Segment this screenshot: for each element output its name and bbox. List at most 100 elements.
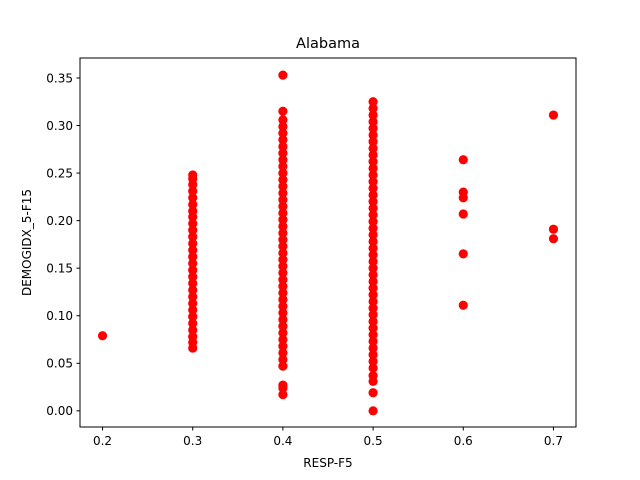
data-point <box>458 249 468 259</box>
y-axis-label: DEMOGIDX_5-F15 <box>20 189 34 296</box>
data-point <box>278 228 288 238</box>
data-point <box>548 234 559 244</box>
y-tick-label: 0.30 <box>46 119 73 133</box>
data-point <box>368 243 378 253</box>
data-point <box>188 265 198 275</box>
data-point <box>368 270 378 280</box>
x-tick-label: 0.7 <box>544 434 563 448</box>
data-point <box>278 201 288 211</box>
data-point <box>278 115 288 125</box>
data-point <box>368 190 378 200</box>
data-point <box>368 263 378 273</box>
data-point <box>278 241 288 251</box>
y-tick-label: 0.00 <box>46 404 73 418</box>
data-point <box>188 325 198 335</box>
data-point <box>188 170 198 180</box>
data-point <box>278 274 288 285</box>
data-point <box>368 356 378 366</box>
y-tick-label: 0.15 <box>46 261 73 275</box>
data-point <box>188 292 198 302</box>
data-point <box>188 318 198 328</box>
x-tick-label: 0.6 <box>454 434 473 448</box>
data-point <box>278 221 288 231</box>
data-point <box>368 130 378 140</box>
data-point <box>368 283 378 293</box>
data-point <box>278 308 288 318</box>
data-point <box>278 281 288 291</box>
data-point <box>368 103 378 113</box>
data-point <box>188 206 198 216</box>
x-axis-ticks: 0.2 0.3 0.4 0.5 0.6 0.7 <box>93 427 563 448</box>
x-axis-label: RESP-F5 <box>303 456 352 470</box>
data-point <box>368 330 378 340</box>
data-point <box>368 236 378 247</box>
x-tick-label: 0.5 <box>364 434 383 448</box>
data-point <box>278 195 288 205</box>
data-point <box>188 238 198 249</box>
data-point <box>368 203 378 213</box>
data-point <box>188 252 198 262</box>
x-tick-label: 0.4 <box>273 434 292 448</box>
data-point <box>278 321 288 331</box>
data-point <box>368 290 378 300</box>
data-point <box>368 303 378 313</box>
data-point <box>368 316 378 327</box>
data-point <box>188 332 198 342</box>
data-point <box>188 305 198 315</box>
data-point <box>278 341 288 351</box>
data-point <box>278 361 288 371</box>
plot-frame <box>79 57 577 428</box>
data-point <box>458 155 468 165</box>
data-point <box>278 161 288 172</box>
data-point <box>548 224 559 234</box>
data-point <box>188 258 198 269</box>
chart-title: Alabama <box>296 36 360 52</box>
data-point <box>278 294 288 305</box>
y-axis-ticks: 0.00 0.05 0.10 0.15 0.20 0.25 0.30 0.35 <box>46 71 80 418</box>
data-point <box>368 406 378 416</box>
data-point <box>278 208 288 218</box>
data-point <box>188 186 198 196</box>
data-point <box>548 110 559 120</box>
y-tick-label: 0.35 <box>46 71 73 85</box>
data-point <box>278 255 288 265</box>
data-point <box>278 175 288 185</box>
data-point <box>188 285 198 295</box>
data-point <box>278 390 288 400</box>
y-tick-label: 0.20 <box>46 214 73 228</box>
data-points <box>97 70 559 416</box>
data-point <box>368 250 378 260</box>
data-point <box>368 276 378 287</box>
data-point <box>368 197 378 207</box>
data-point <box>368 137 378 147</box>
data-point <box>368 123 378 133</box>
data-point <box>368 371 378 381</box>
data-point <box>278 155 288 165</box>
data-point <box>278 188 288 198</box>
data-point <box>368 210 378 220</box>
data-point <box>278 181 288 191</box>
data-point <box>368 170 378 180</box>
data-point <box>278 141 288 152</box>
data-point <box>368 117 378 127</box>
data-point <box>368 230 378 240</box>
data-point <box>188 232 198 242</box>
data-point <box>368 323 378 333</box>
data-point <box>278 261 288 271</box>
data-point <box>278 314 288 325</box>
data-point <box>368 150 378 160</box>
data-point <box>188 218 198 229</box>
data-point <box>368 296 378 307</box>
data-point <box>278 334 288 345</box>
data-point <box>278 70 288 80</box>
data-point <box>278 328 288 338</box>
data-point <box>368 310 378 320</box>
data-point <box>97 331 108 341</box>
data-point <box>278 121 288 132</box>
data-point <box>368 350 378 360</box>
data-point <box>278 268 288 278</box>
data-point <box>458 193 468 203</box>
data-point <box>368 97 378 107</box>
data-point <box>368 336 378 347</box>
data-point <box>188 298 198 308</box>
